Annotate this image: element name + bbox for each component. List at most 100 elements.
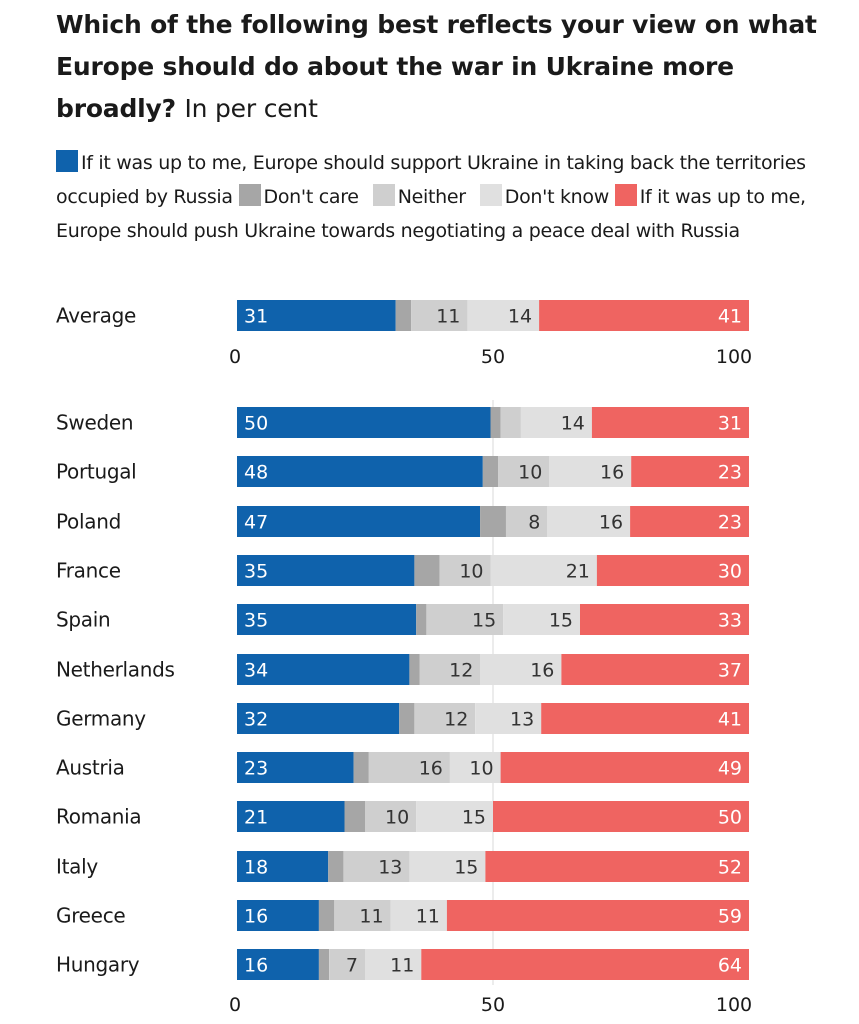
legend-label-support: If it was up to me, Europe should suppor… bbox=[56, 152, 806, 208]
row-label-austria: Austria bbox=[56, 756, 125, 780]
bar-netherlands-support bbox=[237, 654, 410, 685]
bar-spain-dont-know bbox=[503, 604, 580, 635]
bar-france-dont-care bbox=[414, 555, 440, 586]
legend-item-dont-know: Don't know bbox=[479, 184, 609, 208]
value-label-spain-support: 35 bbox=[244, 610, 268, 632]
value-label-austria-dont-know: 10 bbox=[469, 758, 493, 780]
value-label-romania-dont-know: 15 bbox=[462, 807, 486, 829]
bar-germany-negotiate bbox=[541, 703, 749, 734]
value-label-austria-negotiate: 49 bbox=[718, 758, 742, 780]
bar-hungary-negotiate bbox=[421, 949, 749, 980]
bar-netherlands-neither bbox=[419, 654, 481, 685]
value-label-hungary-neither: 7 bbox=[346, 955, 358, 977]
row-label-sweden: Sweden bbox=[56, 411, 133, 435]
legend-swatch-dont-care bbox=[238, 184, 261, 206]
bar-netherlands-dont-care bbox=[409, 654, 420, 685]
value-label-sweden-dont-know: 14 bbox=[561, 413, 585, 435]
value-label-average-neither: 11 bbox=[436, 306, 460, 328]
value-label-spain-negotiate: 33 bbox=[718, 610, 742, 632]
value-label-hungary-negotiate: 64 bbox=[718, 955, 742, 977]
bar-poland-dont-care bbox=[480, 506, 506, 537]
bar-average-dont-know bbox=[467, 300, 540, 331]
value-label-portugal-negotiate: 23 bbox=[718, 462, 742, 484]
value-label-germany-support: 32 bbox=[244, 709, 268, 731]
bar-greece-support bbox=[237, 900, 319, 931]
bar-germany-support bbox=[237, 703, 400, 734]
bar-sweden-negotiate bbox=[591, 407, 749, 438]
bar-poland-negotiate bbox=[630, 506, 749, 537]
value-label-france-dont-know: 21 bbox=[566, 561, 590, 583]
value-label-poland-negotiate: 23 bbox=[718, 512, 742, 534]
bar-romania-negotiate bbox=[493, 801, 749, 832]
bar-poland-support bbox=[237, 506, 481, 537]
legend-item-neither: Neither bbox=[372, 184, 466, 208]
value-label-greece-support: 16 bbox=[244, 906, 268, 928]
bar-romania-neither bbox=[365, 801, 417, 832]
value-label-sweden-support: 50 bbox=[244, 413, 268, 435]
bar-austria-dont-care bbox=[353, 752, 369, 783]
bar-greece-dont-know bbox=[390, 900, 447, 931]
row-label-germany: Germany bbox=[56, 707, 146, 731]
bar-greece-dont-care bbox=[318, 900, 335, 931]
bar-hungary-dont-care bbox=[318, 949, 330, 980]
bar-poland-neither bbox=[505, 506, 548, 537]
value-label-hungary-dont-know: 11 bbox=[390, 955, 414, 977]
row-label-netherlands: Netherlands bbox=[56, 658, 175, 682]
bar-spain-negotiate bbox=[580, 604, 749, 635]
row-label-average: Average bbox=[56, 304, 136, 328]
row-label-france: France bbox=[56, 559, 121, 583]
bar-france-negotiate bbox=[596, 555, 749, 586]
value-label-austria-neither: 16 bbox=[419, 758, 443, 780]
bar-hungary-neither bbox=[329, 949, 365, 980]
value-label-germany-dont-know: 13 bbox=[510, 709, 534, 731]
value-label-italy-negotiate: 52 bbox=[718, 857, 742, 879]
bar-poland-dont-know bbox=[547, 506, 630, 537]
value-label-netherlands-support: 34 bbox=[244, 660, 268, 682]
legend-item-dont-care: Don't care bbox=[238, 184, 359, 208]
bar-romania-dont-know bbox=[416, 801, 493, 832]
value-label-romania-negotiate: 50 bbox=[718, 807, 742, 829]
bar-spain-neither bbox=[426, 604, 504, 635]
legend-swatch-neither bbox=[372, 184, 395, 206]
tick-label-top-0: 0 bbox=[229, 346, 241, 368]
bar-portugal-dont-know bbox=[549, 456, 632, 487]
bar-france-dont-know bbox=[490, 555, 597, 586]
chart-title-unit: In per cent bbox=[184, 94, 318, 123]
bar-spain-dont-care bbox=[416, 604, 427, 635]
bar-italy-dont-know bbox=[409, 851, 486, 882]
row-label-italy: Italy bbox=[56, 855, 98, 879]
value-label-average-negotiate: 41 bbox=[718, 306, 742, 328]
bar-hungary-support bbox=[237, 949, 319, 980]
bar-netherlands-negotiate bbox=[561, 654, 749, 685]
bar-sweden-support bbox=[237, 407, 491, 438]
row-label-portugal: Portugal bbox=[56, 460, 136, 484]
legend-item-negotiate: If it was up to me, Europe should push U… bbox=[56, 184, 806, 242]
bar-sweden-dont-know bbox=[520, 407, 592, 438]
bar-austria-negotiate bbox=[500, 752, 749, 783]
legend-label-neither: Neither bbox=[397, 186, 466, 208]
legend-label-negotiate: If it was up to me, Europe should push U… bbox=[56, 186, 806, 242]
tick-label-bottom-100: 100 bbox=[716, 994, 752, 1016]
bar-romania-dont-care bbox=[344, 801, 365, 832]
value-label-poland-dont-know: 16 bbox=[599, 512, 623, 534]
bar-netherlands-dont-know bbox=[480, 654, 562, 685]
tick-label-bottom-0: 0 bbox=[229, 994, 241, 1016]
tick-label-top-50: 50 bbox=[481, 346, 505, 368]
chart-title: Which of the following best reflects you… bbox=[56, 4, 846, 130]
bar-portugal-dont-care bbox=[482, 456, 499, 487]
bar-germany-dont-care bbox=[399, 703, 415, 734]
value-label-poland-neither: 8 bbox=[528, 512, 540, 534]
bar-france-neither bbox=[439, 555, 491, 586]
value-label-greece-negotiate: 59 bbox=[718, 906, 742, 928]
row-label-greece: Greece bbox=[56, 904, 125, 928]
value-label-netherlands-neither: 12 bbox=[449, 660, 473, 682]
bar-sweden-dont-care bbox=[490, 407, 501, 438]
value-label-average-support: 31 bbox=[244, 306, 268, 328]
value-label-sweden-negotiate: 31 bbox=[718, 413, 742, 435]
value-label-portugal-dont-know: 16 bbox=[600, 462, 624, 484]
row-label-poland: Poland bbox=[56, 510, 121, 534]
bar-germany-dont-know bbox=[475, 703, 542, 734]
bar-spain-support bbox=[237, 604, 417, 635]
bar-germany-neither bbox=[414, 703, 476, 734]
